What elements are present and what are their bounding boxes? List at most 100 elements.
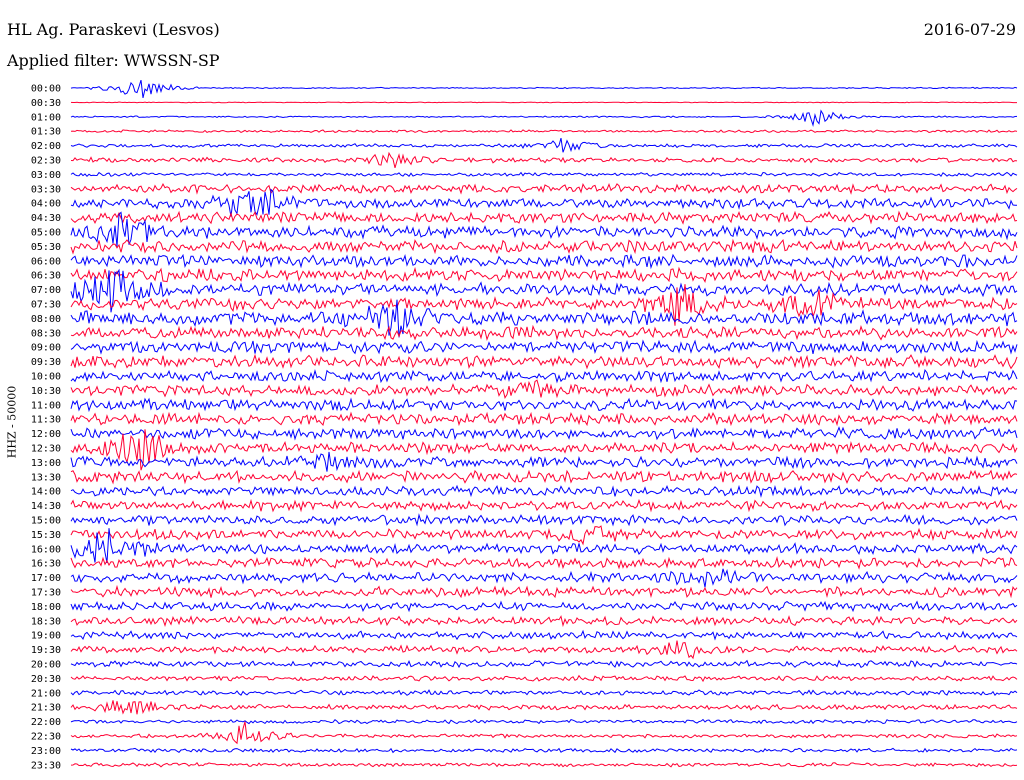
trace-line xyxy=(70,528,1018,563)
trace-line xyxy=(70,397,1018,413)
row-tick-label: 22:30 xyxy=(31,732,61,743)
trace-line xyxy=(70,151,1018,169)
trace-line xyxy=(70,339,1018,355)
trace-line xyxy=(70,238,1018,255)
trace-line xyxy=(70,324,1018,342)
station-title: HL Ag. Paraskevi (Lesvos) xyxy=(7,20,220,39)
row-tick-label: 03:30 xyxy=(31,184,61,195)
row-tick-label: 19:00 xyxy=(31,631,61,642)
row-tick-label: 12:30 xyxy=(31,444,61,455)
row-tick-label: 11:30 xyxy=(31,415,61,426)
row-tick-label: 21:30 xyxy=(31,703,61,714)
row-tick-label: 07:30 xyxy=(31,300,61,311)
row-tick-label: 23:30 xyxy=(31,760,61,771)
trace-line xyxy=(70,129,1018,134)
trace-line xyxy=(70,689,1018,697)
row-tick-label: 16:00 xyxy=(31,544,61,555)
row-tick-label: 23:00 xyxy=(31,746,61,757)
trace-line xyxy=(70,188,1017,217)
trace-line xyxy=(70,600,1018,613)
row-tick-label: 14:00 xyxy=(31,487,61,498)
row-tick-label: 02:00 xyxy=(31,141,61,152)
trace-line xyxy=(70,615,1018,628)
row-tick-label: 00:30 xyxy=(31,98,61,109)
trace-line xyxy=(70,484,1018,498)
row-tick-label: 17:30 xyxy=(31,588,61,599)
trace-line xyxy=(70,268,1018,313)
row-tick-label: 22:00 xyxy=(31,717,61,728)
trace-line xyxy=(70,299,1018,338)
trace-line xyxy=(70,556,1018,570)
row-tick-label: 15:30 xyxy=(31,530,61,541)
row-tick-label: 13:00 xyxy=(31,458,61,469)
row-tick-label: 03:00 xyxy=(31,170,61,181)
trace-line xyxy=(70,718,1018,725)
trace-line xyxy=(70,513,1018,527)
row-tick-label: 17:00 xyxy=(31,573,61,584)
row-tick-label: 00:00 xyxy=(31,84,61,95)
row-tick-label: 13:30 xyxy=(31,472,61,483)
row-tick-label: 08:30 xyxy=(31,328,61,339)
trace-line xyxy=(70,584,1018,599)
trace-lines xyxy=(70,79,1018,768)
trace-line xyxy=(70,498,1018,513)
trace-line xyxy=(70,469,1018,485)
trace-line xyxy=(70,101,1017,104)
trace-line xyxy=(70,211,1018,247)
row-tick-label: 04:00 xyxy=(31,199,61,210)
trace-line xyxy=(70,411,1018,427)
trace-line xyxy=(70,253,1018,270)
trace-line xyxy=(70,79,1018,99)
trace-line xyxy=(70,171,1018,178)
trace-line xyxy=(70,426,1018,441)
row-tick-label: 08:00 xyxy=(31,314,61,325)
trace-line xyxy=(70,451,1018,472)
trace-line xyxy=(70,674,1018,683)
date-label: 2016-07-29 xyxy=(923,20,1016,39)
trace-line xyxy=(70,266,1018,283)
row-tick-label: 12:00 xyxy=(31,429,61,440)
trace-line xyxy=(70,429,1018,471)
filter-label: Applied filter: WWSSN-SP xyxy=(7,51,220,70)
row-tick-label: 07:00 xyxy=(31,285,61,296)
row-tick-label: 06:00 xyxy=(31,256,61,267)
trace-line xyxy=(70,629,1018,641)
row-tick-label: 21:00 xyxy=(31,688,61,699)
trace-line xyxy=(70,721,1018,745)
trace-line xyxy=(70,379,1018,399)
row-tick-label: 06:30 xyxy=(31,271,61,282)
trace-line xyxy=(70,182,1018,195)
trace-line xyxy=(70,353,1018,370)
trace-line xyxy=(70,659,1018,669)
trace-line xyxy=(70,109,1018,127)
row-tick-label: 01:30 xyxy=(31,127,61,138)
trace-line xyxy=(70,762,1018,768)
row-tick-label: 18:00 xyxy=(31,602,61,613)
row-tick-label: 18:30 xyxy=(31,616,61,627)
row-tick-labels: 00:00 00:30 01:00 01:30 02:00 02:30 03:00 03:30… xyxy=(31,84,61,772)
trace-line xyxy=(70,368,1018,384)
row-tick-label: 15:00 xyxy=(31,516,61,527)
trace-line xyxy=(70,284,1018,326)
trace-line xyxy=(70,137,1018,153)
row-tick-label: 16:30 xyxy=(31,559,61,570)
row-tick-label: 09:00 xyxy=(31,343,61,354)
trace-line xyxy=(70,568,1018,588)
row-tick-label: 09:30 xyxy=(31,357,61,368)
row-tick-label: 04:30 xyxy=(31,213,61,224)
trace-line xyxy=(70,525,1018,546)
row-tick-label: 19:30 xyxy=(31,645,61,656)
row-tick-label: 11:00 xyxy=(31,400,61,411)
trace-line xyxy=(70,700,1018,715)
row-tick-label: 05:30 xyxy=(31,242,61,253)
row-tick-label: 20:00 xyxy=(31,660,61,671)
row-tick-label: 20:30 xyxy=(31,674,61,685)
trace-line xyxy=(70,640,1018,660)
trace-line xyxy=(70,210,1018,225)
trace-line xyxy=(70,747,1018,754)
row-tick-label: 01:00 xyxy=(31,112,61,123)
row-tick-label: 14:30 xyxy=(31,501,61,512)
row-tick-label: 05:00 xyxy=(31,228,61,239)
row-tick-label: 10:00 xyxy=(31,372,61,383)
